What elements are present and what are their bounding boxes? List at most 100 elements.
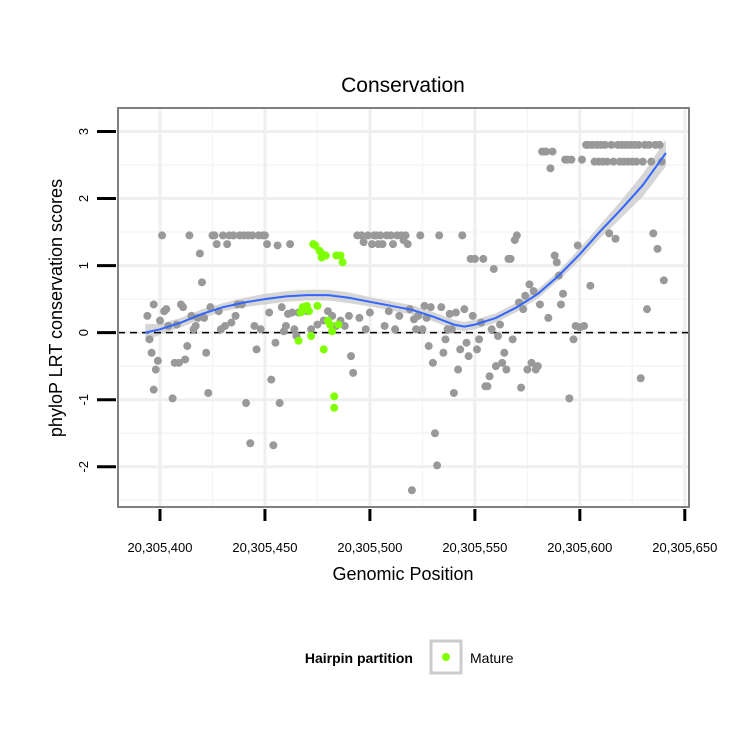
x-axis-label: Genomic Position: [332, 564, 473, 584]
data-point-background: [649, 229, 658, 238]
data-point-background: [577, 155, 586, 164]
data-point-background: [550, 251, 559, 260]
data-point-background: [349, 368, 358, 377]
data-point-background: [424, 342, 433, 351]
data-point-background: [389, 240, 398, 249]
data-point-background: [355, 313, 364, 322]
data-point-background: [378, 240, 387, 249]
data-point-background: [273, 241, 282, 250]
data-point-background: [489, 264, 498, 273]
data-point-background: [586, 281, 595, 290]
data-point-background: [439, 348, 448, 357]
data-point-background: [657, 157, 666, 166]
data-point-background: [573, 241, 582, 250]
x-tick-label: 20,305,550: [442, 540, 507, 555]
data-point-background: [248, 231, 257, 240]
data-point-background: [376, 231, 385, 240]
data-point-background: [340, 321, 349, 330]
data-point-background: [521, 291, 530, 300]
data-point-background: [542, 147, 551, 156]
legend-swatch-mature: [442, 653, 450, 661]
data-point-background: [552, 258, 561, 267]
data-point-mature: [294, 336, 303, 345]
data-point-background: [451, 308, 460, 317]
data-point-background: [508, 335, 517, 344]
data-point-background: [454, 365, 463, 374]
data-point-background: [158, 231, 167, 240]
data-point-background: [632, 157, 641, 166]
data-point-background: [430, 429, 439, 438]
data-point-background: [202, 348, 211, 357]
data-point-background: [242, 399, 251, 408]
plot-border: [117, 107, 690, 508]
data-point-background: [655, 140, 664, 149]
data-point-background: [403, 240, 412, 249]
x-axis: 20,305,400 20,305,450 20,305,500 20,305,550…: [127, 509, 717, 555]
x-tick-label: 20,305,500: [337, 540, 402, 555]
data-point-background: [263, 240, 272, 249]
data-point-background: [447, 325, 456, 334]
data-point-background: [412, 325, 421, 334]
data-point-background: [479, 254, 488, 263]
data-point-background: [227, 318, 236, 327]
data-point-background: [162, 305, 171, 314]
data-point-background: [286, 240, 295, 249]
data-point-background: [197, 278, 206, 287]
legend-title: Hairpin partition: [305, 650, 413, 666]
data-point-background: [407, 486, 416, 495]
data-point-mature: [313, 301, 322, 310]
data-point-mature: [326, 320, 335, 329]
x-tick-label: 20,305,600: [547, 540, 612, 555]
data-point-background: [462, 338, 471, 347]
data-point-background: [414, 311, 423, 320]
data-point-background: [525, 280, 534, 289]
data-point-background: [420, 301, 429, 310]
data-point-background: [200, 313, 209, 322]
data-point-background: [460, 305, 469, 314]
data-point-mature: [330, 403, 339, 412]
data-point-background: [288, 308, 297, 317]
data-point-background: [485, 372, 494, 381]
grid-major: [118, 108, 689, 507]
data-point-background: [605, 229, 614, 238]
data-point-background: [500, 348, 509, 357]
data-point-background: [638, 157, 647, 166]
data-point-mature: [307, 332, 316, 340]
data-point-background: [603, 157, 612, 166]
data-point-background: [487, 325, 496, 334]
data-point-background: [260, 231, 269, 240]
y-axis: -2 -1 0 1 2 3: [76, 128, 116, 473]
data-point-background: [435, 231, 444, 240]
data-point-background: [229, 231, 238, 240]
data-point-background: [491, 362, 500, 371]
data-point-background: [195, 249, 204, 258]
data-point-background: [155, 316, 164, 325]
data-point-background: [143, 311, 152, 320]
data-point-mature: [311, 241, 320, 250]
x-tick-label: 20,305,400: [127, 540, 192, 555]
data-point-background: [204, 389, 213, 397]
x-tick-label: 20,305,650: [652, 540, 717, 555]
data-point-background: [607, 140, 616, 149]
data-point-background: [567, 155, 576, 164]
data-point-mature: [336, 251, 345, 260]
data-point-background: [569, 335, 578, 344]
data-point-background: [580, 321, 589, 330]
data-point-background: [659, 276, 668, 285]
data-point-background: [544, 313, 553, 322]
data-point-background: [634, 140, 643, 149]
data-point-background: [426, 303, 435, 312]
data-point-background: [437, 303, 446, 312]
data-point-background: [344, 311, 353, 320]
data-point-mature: [319, 345, 328, 354]
data-point-background: [347, 352, 356, 361]
data-point-background: [359, 238, 368, 247]
data-point-background: [647, 157, 656, 166]
data-point-background: [290, 325, 299, 334]
data-point-background: [546, 164, 555, 173]
y-axis-label: phyloP LRT conservation scores: [46, 179, 66, 437]
data-point-background: [206, 303, 215, 312]
data-point-background: [512, 231, 521, 240]
data-point-mature: [330, 392, 339, 401]
data-point-background: [252, 345, 261, 354]
